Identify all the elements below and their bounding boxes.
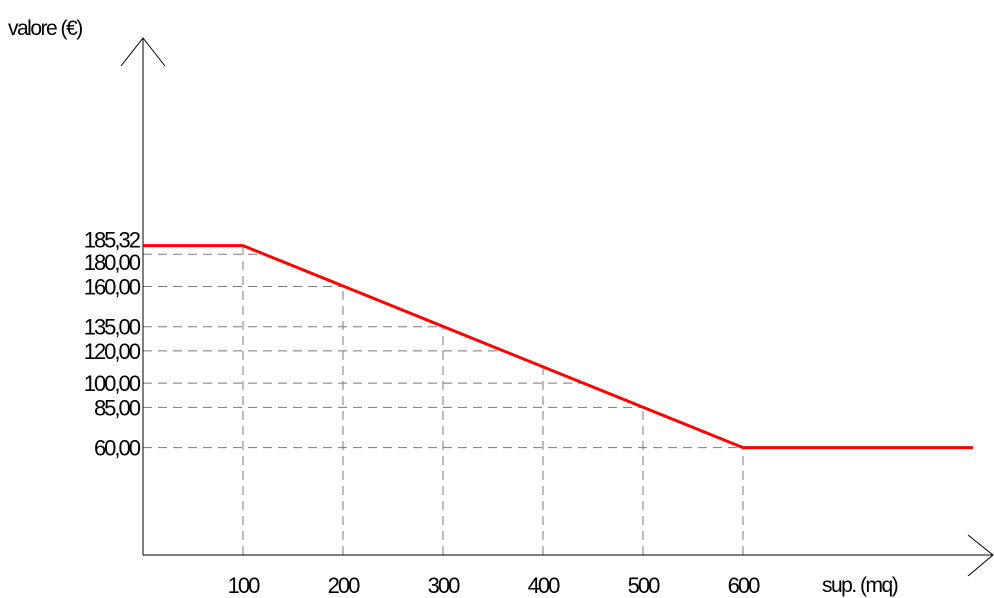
y-tick-label: 120,00 <box>84 339 141 364</box>
y-tick-label: 85,00 <box>94 395 141 420</box>
y-tick-label: 100,00 <box>84 371 141 396</box>
x-tick-label: 400 <box>528 573 560 598</box>
axes <box>120 37 994 577</box>
y-tick-label: 185,32 <box>84 228 141 253</box>
grid-lines <box>143 245 744 555</box>
x-tick-label: 200 <box>328 573 360 598</box>
x-tick-label: 100 <box>228 573 260 598</box>
x-axis-title: sup. (mq) <box>822 574 898 597</box>
y-axis-title: valore (€) <box>8 17 82 40</box>
x-tick-label: 300 <box>428 573 460 598</box>
y-tick-label: 160,00 <box>84 274 141 299</box>
y-axis-arrowhead <box>120 37 166 67</box>
y-tick-label: 180,00 <box>84 250 141 275</box>
y-tick-label: 135,00 <box>84 315 141 340</box>
x-tick-label: 500 <box>628 573 660 598</box>
y-tick-label: 60,00 <box>94 436 141 461</box>
x-axis-arrowhead <box>967 534 994 577</box>
x-tick-label: 600 <box>728 573 760 598</box>
data-series <box>143 244 973 450</box>
value-line <box>143 244 973 450</box>
